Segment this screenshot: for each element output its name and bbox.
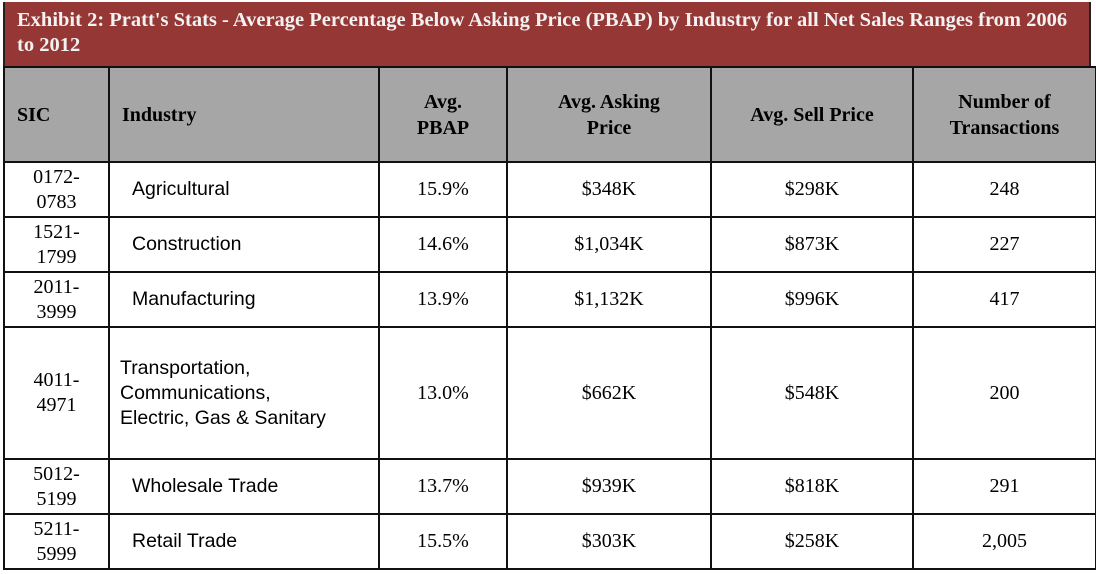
cell-transactions: 248 bbox=[912, 161, 1096, 218]
header-transactions-line1: Number of bbox=[958, 90, 1051, 113]
header-transactions: Number of Transactions bbox=[912, 66, 1096, 163]
cell-transactions: 227 bbox=[912, 216, 1096, 273]
cell-industry: Construction bbox=[108, 216, 380, 273]
header-row: SIC Industry Avg. PBAP Avg. Asking Price A… bbox=[3, 66, 1096, 163]
cell-sell: $548K bbox=[710, 326, 914, 460]
header-pbap-line1: Avg. bbox=[424, 90, 462, 113]
sic-line: 1521- bbox=[33, 220, 80, 243]
cell-sic: 5012- 5199 bbox=[3, 458, 110, 515]
cell-sell: $818K bbox=[710, 458, 914, 515]
header-asking-line1: Avg. Asking bbox=[558, 90, 660, 113]
cell-sic: 2011- 3999 bbox=[3, 271, 110, 328]
exhibit-title: Exhibit 2: Pratt's Stats - Average Perce… bbox=[3, 2, 1091, 66]
cell-pbap: 15.5% bbox=[378, 513, 508, 570]
cell-asking: $348K bbox=[506, 161, 712, 218]
cell-pbap: 13.0% bbox=[378, 326, 508, 460]
cell-pbap: 13.7% bbox=[378, 458, 508, 515]
table-row: 4011- 4971 Transportation, Communications, E… bbox=[3, 326, 1096, 460]
cell-pbap: 14.6% bbox=[378, 216, 508, 273]
table-row: 5012- 5199 Wholesale Trade 13.7% $939K $818K 2… bbox=[3, 458, 1096, 515]
cell-asking: $1,034K bbox=[506, 216, 712, 273]
cell-asking: $939K bbox=[506, 458, 712, 515]
cell-pbap: 15.9% bbox=[378, 161, 508, 218]
header-sic: SIC bbox=[3, 66, 110, 163]
cell-sic: 1521- 1799 bbox=[3, 216, 110, 273]
industry-line: Retail Trade bbox=[132, 530, 238, 552]
sic-line: 2011- bbox=[33, 275, 80, 298]
sic-line: 0783 bbox=[36, 190, 77, 213]
header-transactions-line2: Transactions bbox=[949, 116, 1060, 139]
header-pbap: Avg. PBAP bbox=[378, 66, 508, 163]
sic-line: 0172- bbox=[33, 165, 80, 188]
table-row: 1521- 1799 Construction 14.6% $1,034K $873K 22… bbox=[3, 216, 1096, 273]
sic-line: 4971 bbox=[36, 394, 77, 416]
cell-industry: Agricultural bbox=[108, 161, 380, 218]
cell-sell: $258K bbox=[710, 513, 914, 570]
industry-line: Electric, Gas & Sanitary bbox=[120, 406, 326, 429]
industry-line: Transportation, bbox=[120, 356, 251, 379]
cell-sell: $873K bbox=[710, 216, 914, 273]
sic-line: 5012- bbox=[33, 462, 80, 485]
cell-sell: $996K bbox=[710, 271, 914, 328]
cell-transactions: 417 bbox=[912, 271, 1096, 328]
pbap-table: SIC Industry Avg. PBAP Avg. Asking Price A… bbox=[3, 66, 1096, 570]
cell-asking: $303K bbox=[506, 513, 712, 570]
header-sell: Avg. Sell Price bbox=[710, 66, 914, 163]
cell-industry: Retail Trade bbox=[108, 513, 380, 570]
cell-industry: Transportation, Communications, Electric, … bbox=[108, 326, 380, 460]
sic-line: 5211- bbox=[33, 517, 80, 540]
industry-line: Wholesale Trade bbox=[132, 475, 279, 497]
header-industry: Industry bbox=[108, 66, 380, 163]
sic-line: 4011- bbox=[33, 369, 80, 391]
table-row: 2011- 3999 Manufacturing 13.9% $1,132K $996K 4… bbox=[3, 271, 1096, 328]
header-asking-line2: Price bbox=[586, 116, 632, 139]
sic-line: 5199 bbox=[36, 487, 77, 510]
cell-asking: $662K bbox=[506, 326, 712, 460]
cell-sic: 0172- 0783 bbox=[3, 161, 110, 218]
cell-sic: 4011- 4971 bbox=[3, 326, 110, 460]
cell-sell: $298K bbox=[710, 161, 914, 218]
industry-line: Manufacturing bbox=[132, 288, 256, 310]
cell-transactions: 291 bbox=[912, 458, 1096, 515]
header-pbap-line2: PBAP bbox=[416, 116, 470, 139]
cell-asking: $1,132K bbox=[506, 271, 712, 328]
exhibit: Exhibit 2: Pratt's Stats - Average Perce… bbox=[3, 2, 1096, 570]
cell-sic: 5211- 5999 bbox=[3, 513, 110, 570]
industry-line: Agricultural bbox=[132, 178, 230, 200]
cell-pbap: 13.9% bbox=[378, 271, 508, 328]
industry-line: Communications, bbox=[120, 381, 271, 404]
cell-industry: Wholesale Trade bbox=[108, 458, 380, 515]
table-row: 0172- 0783 Agricultural 15.9% $348K $298K 248 bbox=[3, 161, 1096, 218]
sic-line: 1799 bbox=[36, 245, 77, 268]
sic-line: 5999 bbox=[36, 542, 77, 565]
cell-transactions: 2,005 bbox=[912, 513, 1096, 570]
cell-industry: Manufacturing bbox=[108, 271, 380, 328]
sic-line: 3999 bbox=[36, 300, 77, 323]
table-row: 5211- 5999 Retail Trade 15.5% $303K $258K 2,00… bbox=[3, 513, 1096, 570]
cell-transactions: 200 bbox=[912, 326, 1096, 460]
industry-line: Construction bbox=[132, 233, 242, 255]
header-asking: Avg. Asking Price bbox=[506, 66, 712, 163]
